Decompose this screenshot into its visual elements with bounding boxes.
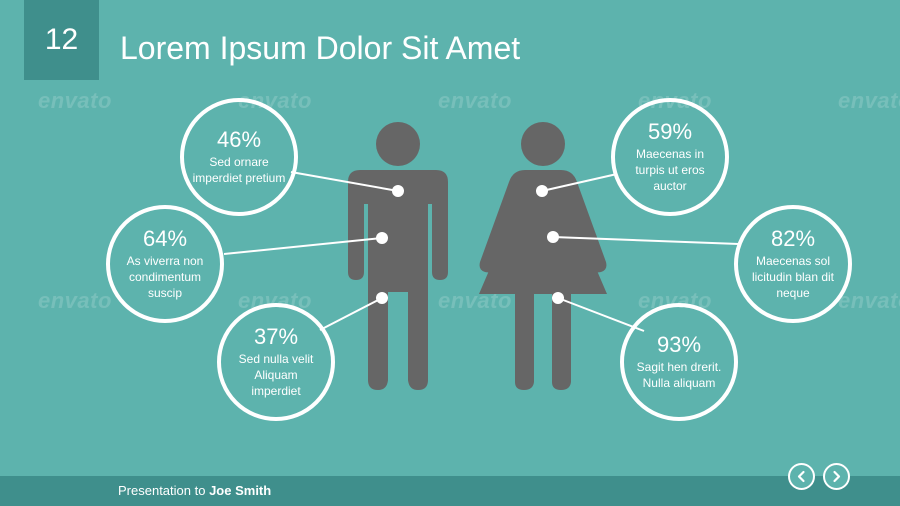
stat-percent: 64% bbox=[142, 226, 188, 251]
stat-bubble-37: 37% Sed nulla velit Aliquam imperdiet bbox=[217, 303, 335, 421]
connector-lines bbox=[223, 171, 740, 332]
stat-bubble-93: 93% Sagit hen drerit. Nulla aliquam bbox=[620, 303, 738, 421]
stat-bubble-64: 64% As viverra non condimentum suscip bbox=[106, 205, 224, 323]
anchor-dot bbox=[376, 232, 388, 244]
stat-description: Sed ornare imperdiet pretium bbox=[192, 155, 286, 185]
connector-line-93 bbox=[557, 297, 645, 332]
anchor-dot bbox=[392, 185, 404, 197]
stat-percent: 93% bbox=[656, 332, 702, 357]
anchor-dot bbox=[547, 231, 559, 243]
stat-bubble-46: 46% Sed ornare imperdiet pretium bbox=[180, 98, 298, 216]
slide-number: 12 bbox=[24, 0, 99, 80]
stat-description: Sagit hen drerit. Nulla aliquam bbox=[636, 360, 722, 390]
connector-line-64 bbox=[223, 237, 383, 255]
anchor-dot bbox=[552, 292, 564, 304]
stat-percent: 46% bbox=[216, 127, 262, 152]
footer-prefix: Presentation to bbox=[118, 483, 206, 498]
next-slide-button[interactable] bbox=[823, 463, 850, 490]
footer-text: Presentation to Joe Smith bbox=[118, 483, 271, 498]
stat-percent: 59% bbox=[647, 119, 693, 144]
stat-description: As viverra non condimentum suscip bbox=[126, 254, 204, 300]
anchor-dots bbox=[376, 185, 564, 304]
anchor-dot bbox=[536, 185, 548, 197]
chevron-right-icon bbox=[833, 470, 841, 483]
stat-percent: 82% bbox=[770, 226, 816, 251]
footer-bar: Presentation to Joe Smith bbox=[0, 476, 900, 506]
slide-title: Lorem Ipsum Dolor Sit Amet bbox=[120, 30, 521, 66]
woman-figure-icon bbox=[479, 122, 607, 390]
stat-description: Maecenas sol licitudin blan dit neque bbox=[751, 254, 835, 300]
anchor-dot bbox=[376, 292, 388, 304]
stat-description: Maecenas in turpis ut eros auctor bbox=[635, 147, 705, 193]
connector-line-37 bbox=[319, 297, 383, 331]
chevron-left-icon bbox=[797, 470, 805, 483]
connector-line-82 bbox=[552, 236, 740, 245]
prev-slide-button[interactable] bbox=[788, 463, 815, 490]
stat-percent: 37% bbox=[253, 324, 299, 349]
stat-bubble-82: 82% Maecenas sol licitudin blan dit nequ… bbox=[734, 205, 852, 323]
connector-line-59 bbox=[541, 173, 618, 192]
stat-description: Sed nulla velit Aliquam imperdiet bbox=[238, 352, 314, 398]
connector-line-46 bbox=[290, 171, 399, 192]
man-figure-icon bbox=[348, 122, 448, 390]
stat-bubble-59: 59% Maecenas in turpis ut eros auctor bbox=[611, 98, 729, 216]
footer-name: Joe Smith bbox=[209, 483, 272, 498]
